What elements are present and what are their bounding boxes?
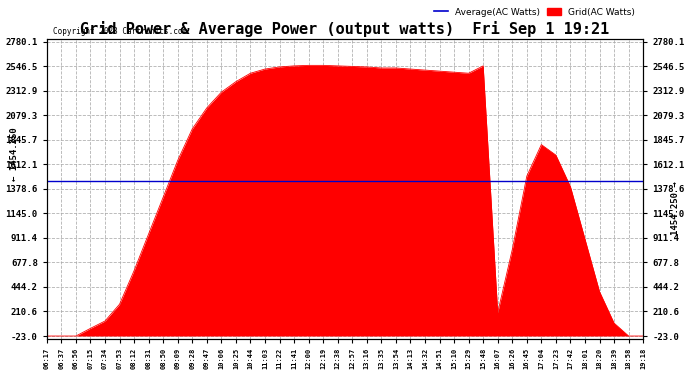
Title: Grid Power & Average Power (output watts)  Fri Sep 1 19:21: Grid Power & Average Power (output watts…: [80, 21, 610, 38]
Legend: Average(AC Watts), Grid(AC Watts): Average(AC Watts), Grid(AC Watts): [431, 4, 639, 20]
Text: 1454.250 →: 1454.250 →: [671, 181, 680, 235]
Text: ← 1454.250: ← 1454.250: [10, 127, 19, 181]
Text: Copyright 2023 Cartronics.com: Copyright 2023 Cartronics.com: [53, 27, 187, 36]
